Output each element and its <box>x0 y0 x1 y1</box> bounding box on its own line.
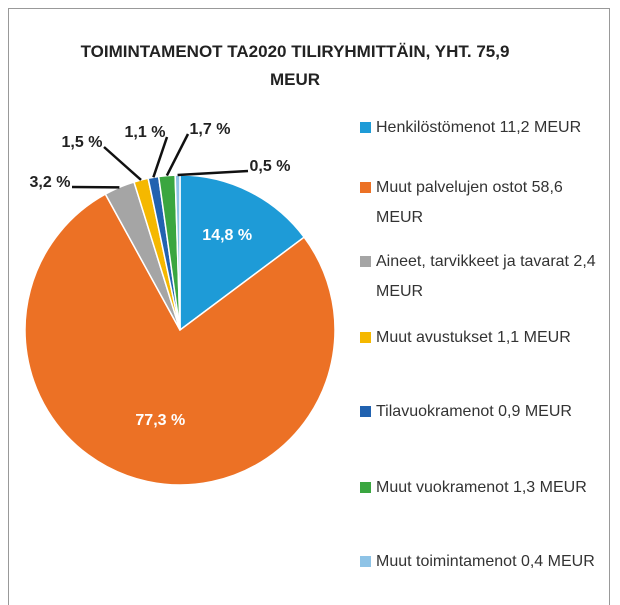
chart-title: TOIMINTAMENOT TA2020 TILIRYHMITTÄIN, YHT… <box>80 42 510 89</box>
legend-swatch <box>360 256 371 267</box>
pie-slice <box>24 193 336 486</box>
data-label: 14,8 % <box>202 227 252 244</box>
legend-swatch <box>360 406 371 417</box>
legend-label: Tilavuokramenot 0,9 MEUR <box>376 403 572 420</box>
legend-swatch <box>360 556 371 567</box>
legend-item: Muut toimintamenot 0,4 MEUR <box>360 547 600 577</box>
legend-item: Henkilöstömenot 11,2 MEUR <box>360 113 600 143</box>
legend-label: Muut palvelujen ostot 58,6 MEUR <box>376 179 563 226</box>
legend-swatch <box>360 482 371 493</box>
frame <box>8 8 610 605</box>
data-label: 1,7 % <box>190 121 231 138</box>
legend-label: Henkilöstömenot 11,2 MEUR <box>376 119 582 136</box>
legend-label: Muut avustukset 1,1 MEUR <box>376 329 571 346</box>
leader-line <box>177 169 249 177</box>
leader-line <box>165 133 190 177</box>
legend-item: Aineet, tarvikkeet ja tavarat 2,4 MEUR <box>360 247 600 307</box>
leader-line <box>103 146 142 181</box>
legend-label: Muut vuokramenot 1,3 MEUR <box>376 479 587 496</box>
legend-label: Aineet, tarvikkeet ja tavarat 2,4 MEUR <box>376 253 596 300</box>
legend-item: Muut avustukset 1,1 MEUR <box>360 323 600 353</box>
legend-item: Tilavuokramenot 0,9 MEUR <box>360 397 600 427</box>
leader-line <box>152 136 169 178</box>
legend-swatch <box>360 182 371 193</box>
legend-swatch <box>360 122 371 133</box>
legend-item: Muut vuokramenot 1,3 MEUR <box>360 473 600 503</box>
legend-swatch <box>360 332 371 343</box>
legend-label: Muut toimintamenot 0,4 MEUR <box>376 553 595 570</box>
data-label: 3,2 % <box>30 174 71 191</box>
data-label: 0,5 % <box>250 158 291 175</box>
data-label: 77,3 % <box>135 412 185 429</box>
data-label: 1,5 % <box>62 134 103 151</box>
data-label: 1,1 % <box>125 124 166 141</box>
legend-item: Muut palvelujen ostot 58,6 MEUR <box>360 173 600 233</box>
